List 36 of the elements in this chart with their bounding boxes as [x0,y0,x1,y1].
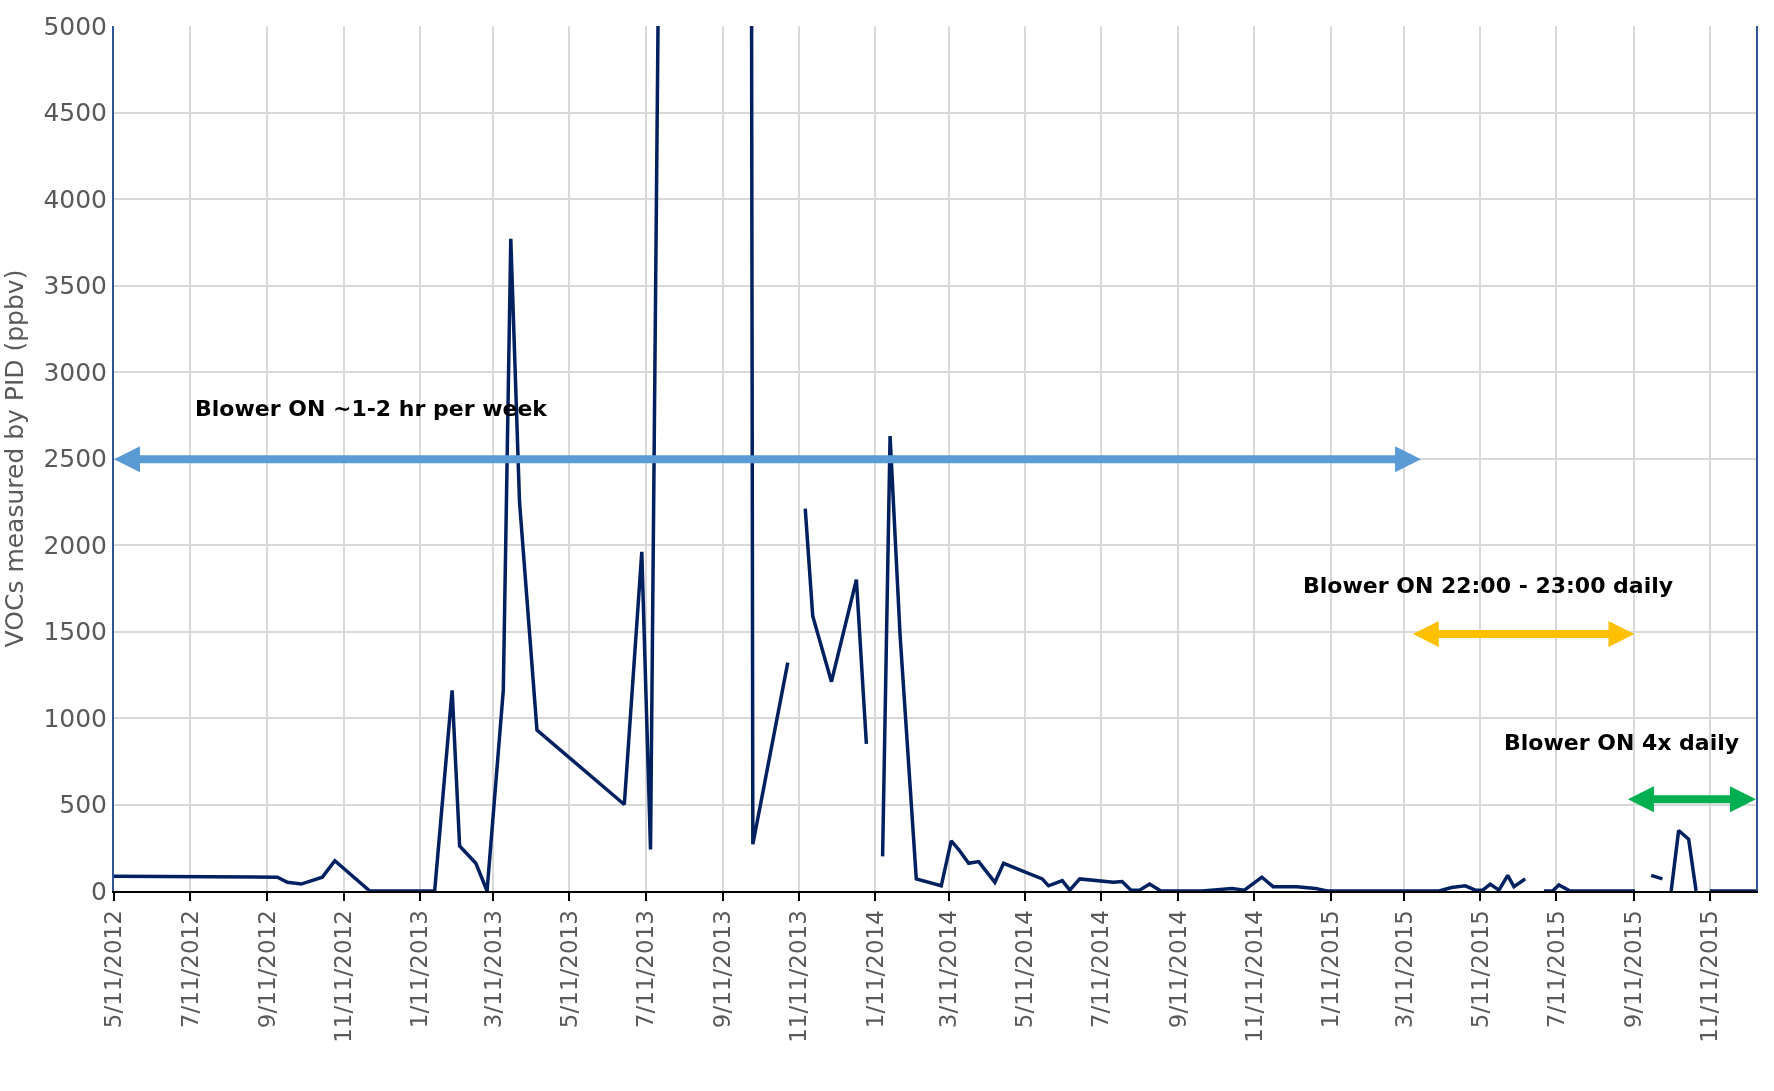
y-tick-label: 1000 [43,703,107,733]
x-tick-label: 5/11/2012 [100,910,127,1029]
y-tick-label: 0 [91,876,107,906]
x-tick-label: 5/11/2015 [1466,910,1493,1029]
x-tick-label: 11/11/2012 [330,910,357,1043]
y-tick-label: 2500 [43,444,107,474]
x-tick-label: 3/11/2014 [935,910,962,1029]
x-tick-label: 3/11/2013 [479,910,506,1029]
annotation: Blower ON 4x daily [1504,730,1740,755]
annotation: Blower ON 22:00 - 23:00 daily [1303,573,1674,598]
y-tick-label: 4000 [43,184,107,214]
y-tick-label: 3000 [43,357,107,387]
x-tick-label: 3/11/2015 [1390,910,1417,1029]
x-tick-label: 11/11/2015 [1696,910,1723,1043]
x-tick-label: 7/11/2012 [176,910,203,1029]
x-tick-label: 1/11/2014 [861,910,888,1029]
x-tick-label: 7/11/2014 [1087,910,1114,1029]
x-tick-label: 1/11/2013 [406,910,433,1029]
y-tick-label: 1500 [43,617,107,647]
x-tick-label: 5/11/2014 [1011,910,1038,1029]
y-tick-label: 3500 [43,271,107,301]
x-tick-label: 1/11/2015 [1317,910,1344,1029]
y-tick-label: 5000 [43,11,107,41]
x-tick-label: 9/11/2014 [1164,910,1191,1029]
y-tick-label: 500 [59,790,107,820]
y-tick-label: 4500 [43,98,107,128]
x-tick-label: 5/11/2013 [555,910,582,1029]
x-tick-label: 7/11/2015 [1542,910,1569,1029]
x-tick-label: 11/11/2013 [785,910,812,1043]
x-tick-label: 9/11/2012 [253,910,280,1029]
x-tick-label: 7/11/2013 [632,910,659,1029]
x-tick-label: 9/11/2013 [709,910,736,1029]
y-tick-label: 2000 [43,530,107,560]
x-tick-label: 9/11/2015 [1620,910,1647,1029]
y-axis-title: VOCs measured by PID (ppbv) [0,269,29,648]
x-tick-label: 11/11/2014 [1240,910,1267,1043]
